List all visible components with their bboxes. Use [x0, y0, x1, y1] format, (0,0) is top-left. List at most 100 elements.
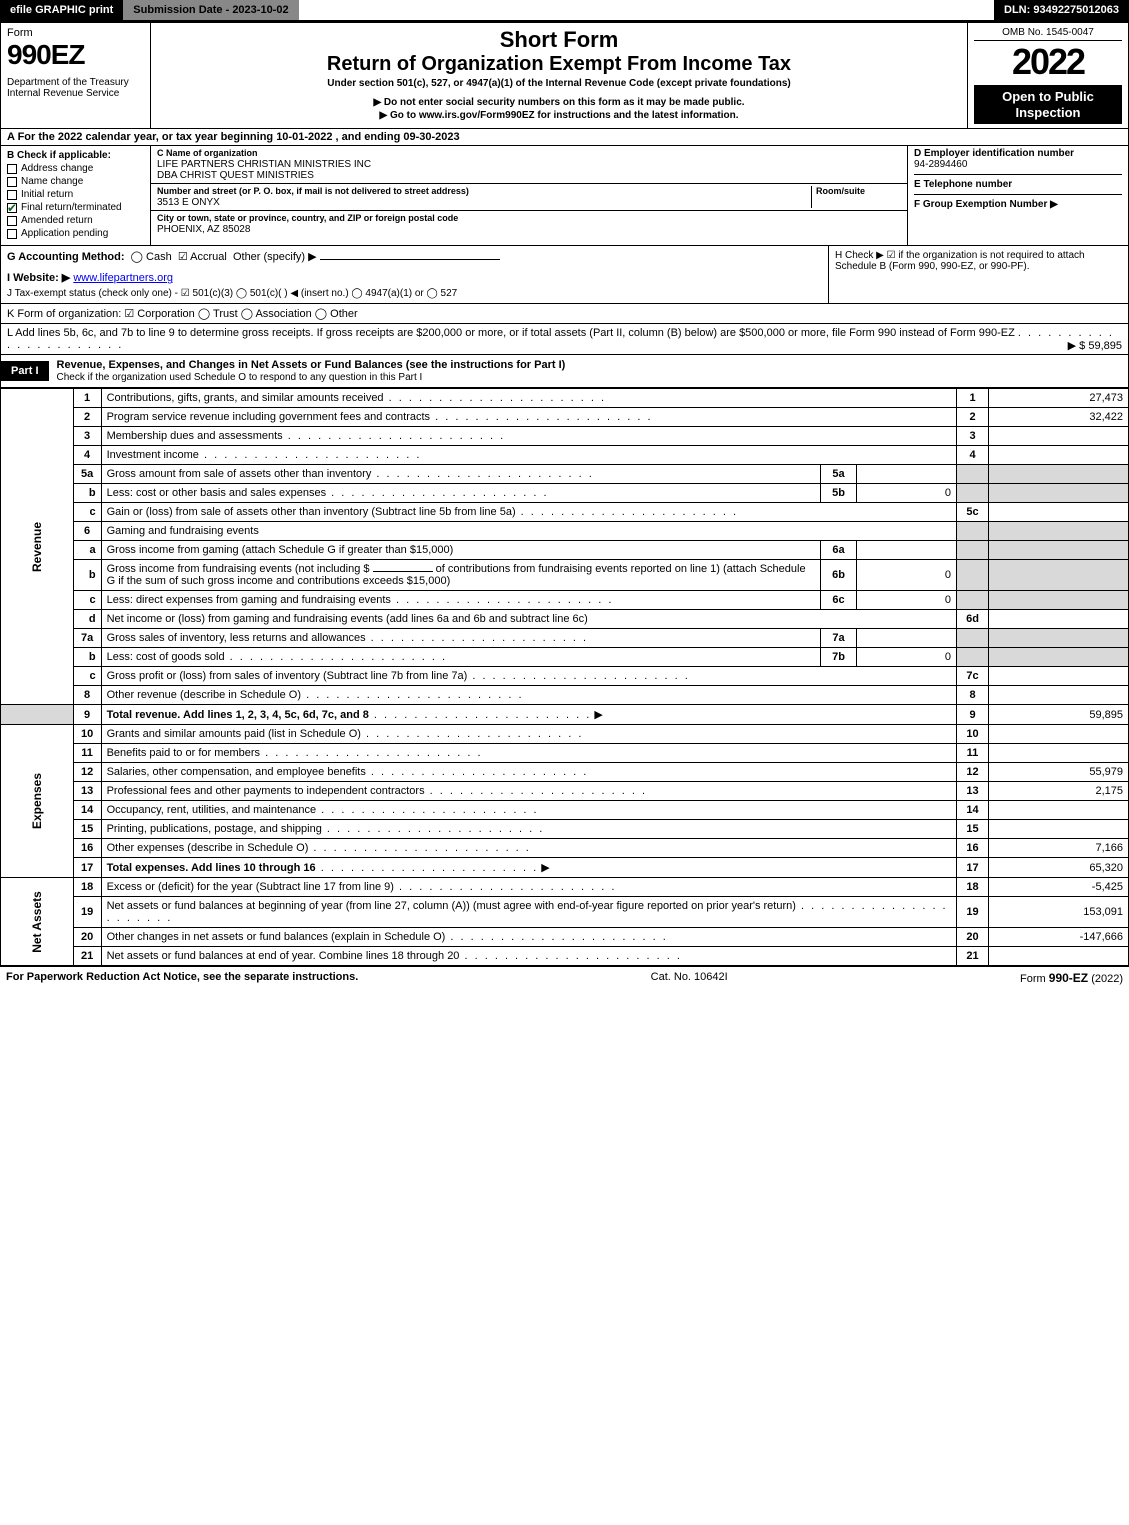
netassets-side-label: Net Assets — [1, 878, 74, 966]
line-20: 20 Other changes in net assets or fund b… — [1, 928, 1129, 947]
line-15: 15 Printing, publications, postage, and … — [1, 820, 1129, 839]
g-other-line[interactable] — [320, 259, 500, 260]
chk-application-pending[interactable]: Application pending — [7, 228, 144, 239]
submission-date-tab: Submission Date - 2023-10-02 — [123, 0, 298, 20]
chk-label: Application pending — [21, 228, 108, 239]
line-16: 16 Other expenses (describe in Schedule … — [1, 839, 1129, 858]
telephone-label: E Telephone number — [914, 179, 1122, 190]
g-cash[interactable]: Cash — [146, 251, 172, 263]
chk-initial-return[interactable]: Initial return — [7, 189, 144, 200]
footer-left: For Paperwork Reduction Act Notice, see … — [6, 971, 358, 985]
no-ssn-warning: ▶ Do not enter social security numbers o… — [159, 97, 959, 108]
chk-amended-return[interactable]: Amended return — [7, 215, 144, 226]
bcd-row: B Check if applicable: Address change Na… — [0, 146, 1129, 246]
group-exemption-label: F Group Exemption Number ▶ — [914, 199, 1122, 210]
efile-tab[interactable]: efile GRAPHIC print — [0, 0, 123, 20]
dept-treasury: Department of the Treasury — [7, 77, 144, 88]
line-7b: b Less: cost of goods sold 7b 0 — [1, 648, 1129, 667]
line-17: 17 Total expenses. Add lines 10 through … — [1, 858, 1129, 878]
line-21: 21 Net assets or fund balances at end of… — [1, 947, 1129, 966]
line-6d: d Net income or (loss) from gaming and f… — [1, 610, 1129, 629]
line-5b: b Less: cost or other basis and sales ex… — [1, 484, 1129, 503]
header-center: Short Form Return of Organization Exempt… — [151, 23, 968, 128]
top-bar: efile GRAPHIC print Submission Date - 20… — [0, 0, 1129, 22]
line-6a: a Gross income from gaming (attach Sched… — [1, 541, 1129, 560]
header-right: OMB No. 1545-0047 2022 Open to Public In… — [968, 23, 1128, 128]
c-name-label: C Name of organization — [157, 148, 258, 158]
section-k: K Form of organization: ☑ Corporation ◯ … — [0, 304, 1129, 324]
header-left: Form 990EZ Department of the Treasury In… — [1, 23, 151, 128]
l-text: L Add lines 5b, 6c, and 7b to line 9 to … — [7, 327, 1015, 339]
form-number: 990EZ — [7, 39, 144, 71]
omb-number: OMB No. 1545-0047 — [974, 27, 1122, 41]
main-title: Return of Organization Exempt From Incom… — [159, 53, 959, 76]
line-3: 3 Membership dues and assessments 3 — [1, 427, 1129, 446]
org-address: 3513 E ONYX — [157, 197, 220, 208]
line-1: Revenue 1 Contributions, gifts, grants, … — [1, 389, 1129, 408]
g-accrual[interactable]: Accrual — [190, 251, 227, 263]
tax-year: 2022 — [974, 41, 1122, 83]
part-i-checkbox[interactable] — [1116, 367, 1128, 375]
org-city: PHOENIX, AZ 85028 — [157, 224, 250, 235]
chk-label: Name change — [21, 176, 83, 187]
under-section: Under section 501(c), 527, or 4947(a)(1)… — [159, 78, 959, 89]
chk-label: Address change — [21, 163, 93, 174]
irs-label: Internal Revenue Service — [7, 88, 144, 99]
expenses-side-label: Expenses — [1, 725, 74, 878]
chk-name-change[interactable]: Name change — [7, 176, 144, 187]
line-8: 8 Other revenue (describe in Schedule O)… — [1, 686, 1129, 705]
g-other[interactable]: Other (specify) ▶ — [233, 251, 317, 263]
line-19: 19 Net assets or fund balances at beginn… — [1, 897, 1129, 928]
org-address-block: Number and street (or P. O. box, if mail… — [151, 184, 907, 211]
city-label: City or town, state or province, country… — [157, 213, 458, 223]
section-l: L Add lines 5b, 6c, and 7b to line 9 to … — [0, 324, 1129, 355]
i-label: I Website: ▶ — [7, 272, 70, 284]
part-i-check-text: Check if the organization used Schedule … — [57, 372, 423, 383]
chk-label: Initial return — [21, 189, 73, 200]
line-6c: c Less: direct expenses from gaming and … — [1, 591, 1129, 610]
org-name-block: C Name of organization LIFE PARTNERS CHR… — [151, 146, 907, 184]
form-header: Form 990EZ Department of the Treasury In… — [0, 22, 1129, 129]
part-i-header: Part I Revenue, Expenses, and Changes in… — [0, 355, 1129, 388]
section-j: J Tax-exempt status (check only one) - ☑… — [7, 288, 822, 299]
line-6: 6 Gaming and fundraising events — [1, 522, 1129, 541]
chk-final-return[interactable]: Final return/terminated — [7, 202, 144, 213]
section-g: G Accounting Method: ◯ Cash ☑ Accrual Ot… — [1, 246, 828, 303]
website-link[interactable]: www.lifepartners.org — [73, 272, 173, 284]
org-name-1: LIFE PARTNERS CHRISTIAN MINISTRIES INC — [157, 159, 371, 170]
section-c: C Name of organization LIFE PARTNERS CHR… — [151, 146, 908, 245]
addr-label: Number and street (or P. O. box, if mail… — [157, 186, 469, 196]
line-10: Expenses 10 Grants and similar amounts p… — [1, 725, 1129, 744]
section-b: B Check if applicable: Address change Na… — [1, 146, 151, 245]
footer-center: Cat. No. 10642I — [651, 971, 728, 985]
ein-label: D Employer identification number — [914, 148, 1122, 159]
line-7a: 7a Gross sales of inventory, less return… — [1, 629, 1129, 648]
part-i-tag: Part I — [1, 361, 49, 381]
section-h: H Check ▶ ☑ if the organization is not r… — [828, 246, 1128, 303]
line-6b: b Gross income from fundraising events (… — [1, 560, 1129, 591]
g-label: G Accounting Method: — [7, 251, 125, 263]
section-a-dates: A For the 2022 calendar year, or tax yea… — [0, 129, 1129, 146]
form-word: Form — [7, 27, 144, 39]
line-4: 4 Investment income 4 — [1, 446, 1129, 465]
line-7c: c Gross profit or (loss) from sales of i… — [1, 667, 1129, 686]
org-city-block: City or town, state or province, country… — [151, 211, 907, 237]
chk-address-change[interactable]: Address change — [7, 163, 144, 174]
room-label: Room/suite — [816, 186, 865, 196]
dln-label: DLN: 93492275012063 — [994, 0, 1129, 20]
line-11: 11 Benefits paid to or for members 11 — [1, 744, 1129, 763]
footer-right: Form 990-EZ (2022) — [1020, 971, 1123, 985]
line-5a: 5a Gross amount from sale of assets othe… — [1, 465, 1129, 484]
line-5c: c Gain or (loss) from sale of assets oth… — [1, 503, 1129, 522]
goto-link[interactable]: ▶ Go to www.irs.gov/Form990EZ for instru… — [159, 110, 959, 121]
chk-label: Amended return — [21, 215, 93, 226]
gh-row: G Accounting Method: ◯ Cash ☑ Accrual Ot… — [0, 246, 1129, 304]
part-i-title: Revenue, Expenses, and Changes in Net As… — [49, 355, 1116, 387]
section-d: D Employer identification number 94-2894… — [908, 146, 1128, 245]
revenue-side-label: Revenue — [1, 389, 74, 705]
page-footer: For Paperwork Reduction Act Notice, see … — [0, 966, 1129, 989]
short-form-title: Short Form — [159, 27, 959, 53]
part-i-table: Revenue 1 Contributions, gifts, grants, … — [0, 388, 1129, 966]
l-amount: ▶ $ 59,895 — [1068, 339, 1122, 352]
line-2: 2 Program service revenue including gove… — [1, 408, 1129, 427]
